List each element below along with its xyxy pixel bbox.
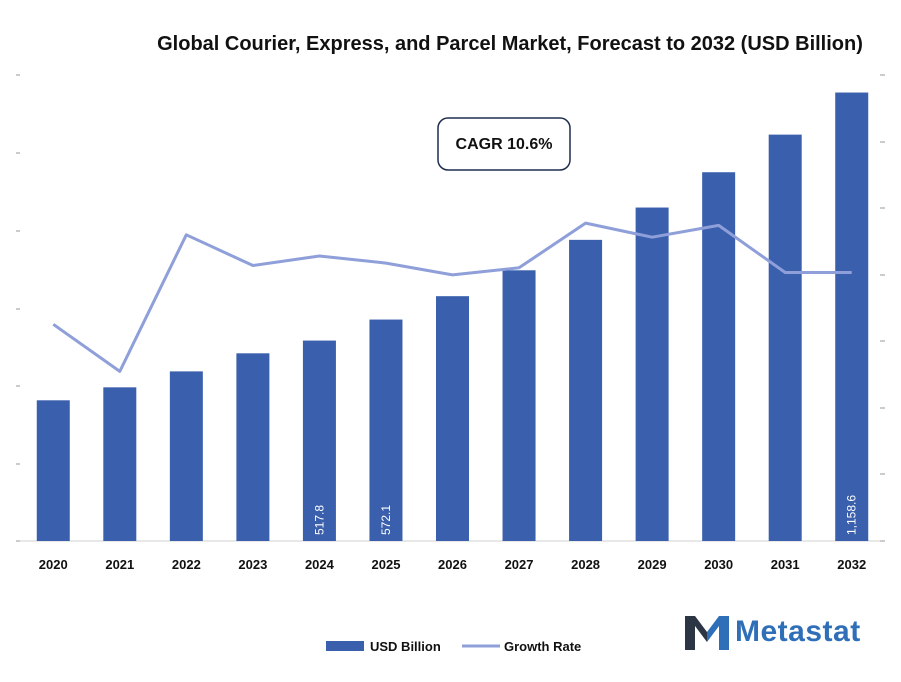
chart-title: Global Courier, Express, and Parcel Mark… <box>157 33 863 55</box>
legend: USD Billion Growth Rate <box>326 639 581 654</box>
legend-label-line: Growth Rate <box>504 639 581 654</box>
bar-2027 <box>502 270 536 541</box>
x-tick-label: 2028 <box>571 557 600 572</box>
cagr-box <box>437 117 571 171</box>
bar-2020 <box>36 400 70 541</box>
bar-data-label: 517.8 <box>312 505 326 535</box>
x-tick-label: 2031 <box>771 557 800 572</box>
legend-swatch-bar <box>326 641 364 651</box>
x-tick-label: 2024 <box>305 557 335 572</box>
x-tick-label: 2021 <box>105 557 134 572</box>
cagr-annotation: CAGR 10.6% <box>437 117 571 171</box>
brand-name: Metastat <box>735 615 861 648</box>
x-tick-label: 2026 <box>438 557 467 572</box>
bar-2028 <box>569 239 603 541</box>
x-tick-label: 2023 <box>238 557 267 572</box>
m-logo-icon <box>685 616 729 650</box>
bar-data-label: 572.1 <box>379 505 393 535</box>
bar-2032 <box>835 92 869 541</box>
bar-2021 <box>103 387 137 541</box>
x-tick-label: 2022 <box>172 557 201 572</box>
x-tick-label: 2030 <box>704 557 733 572</box>
bar-2031 <box>768 134 802 542</box>
brand-logo: Metastat <box>683 612 861 652</box>
x-tick-label: 2020 <box>39 557 68 572</box>
bar-2029 <box>635 207 669 541</box>
x-tick-label: 2032 <box>837 557 866 572</box>
bar-2026 <box>436 296 469 541</box>
bar-2024 <box>302 340 336 541</box>
bar-2025 <box>369 319 403 541</box>
legend-label-bar: USD Billion <box>370 639 441 654</box>
x-tick-label: 2025 <box>372 557 401 572</box>
bar-data-label: 1,158.6 <box>845 495 859 535</box>
bar-2022 <box>169 371 203 541</box>
x-tick-label: 2029 <box>638 557 667 572</box>
cagr-label: CAGR 10.6% <box>456 136 553 153</box>
x-tick-label: 2027 <box>505 557 534 572</box>
bar-2023 <box>236 353 270 541</box>
